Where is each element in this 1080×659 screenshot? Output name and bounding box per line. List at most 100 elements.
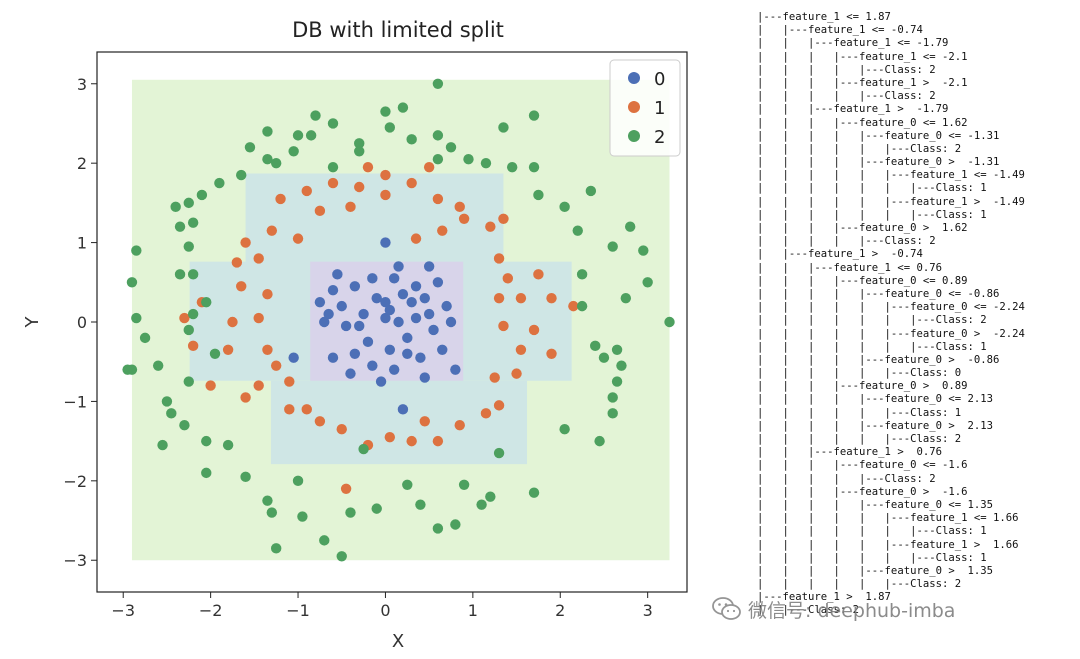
point-class-0: [327, 352, 339, 363]
point-class-0: [380, 237, 391, 248]
point-class-0: [349, 348, 361, 359]
point-class-2: [166, 408, 177, 419]
point-class-1: [489, 372, 500, 383]
point-class-1: [533, 269, 544, 280]
point-class-2: [262, 126, 273, 137]
point-class-2: [506, 161, 518, 173]
point-class-0: [354, 320, 365, 332]
point-class-0: [358, 308, 369, 320]
point-class-1: [423, 161, 435, 173]
point-class-2: [476, 499, 487, 510]
point-class-2: [406, 134, 417, 145]
point-class-0: [327, 285, 339, 296]
point-class-0: [380, 312, 391, 324]
point-class-2: [201, 435, 212, 447]
point-class-2: [638, 245, 649, 256]
point-class-1: [454, 420, 465, 431]
decision-region-class-1: [270, 380, 528, 465]
point-class-1: [266, 225, 278, 236]
point-class-1: [546, 292, 557, 304]
point-class-2: [664, 316, 675, 328]
point-class-1: [454, 201, 465, 213]
point-class-2: [528, 161, 540, 173]
point-class-2: [493, 447, 505, 459]
y-tick-label: 0: [77, 313, 87, 332]
point-class-1: [301, 404, 312, 415]
point-class-1: [236, 281, 247, 292]
point-class-1: [253, 380, 264, 391]
point-class-2: [432, 523, 444, 534]
point-class-2: [528, 110, 540, 121]
point-class-0: [437, 344, 448, 355]
point-class-2: [266, 507, 278, 518]
point-class-1: [227, 316, 238, 328]
point-class-2: [624, 221, 636, 232]
point-class-1: [406, 435, 417, 447]
point-class-0: [319, 316, 330, 328]
point-class-1: [432, 435, 444, 447]
tree-line: | | | | | |---Class: 1: [757, 406, 962, 419]
tree-line: | | | | | | |---Class: 1: [757, 551, 987, 564]
y-tick-label: 3: [77, 75, 87, 94]
point-class-2: [183, 241, 194, 252]
point-class-2: [244, 142, 256, 153]
point-class-2: [384, 122, 396, 133]
tree-line: |---feature_1 > 1.87: [757, 591, 891, 604]
point-class-2: [270, 157, 282, 169]
y-tick-label: −3: [63, 551, 87, 570]
point-class-1: [546, 348, 557, 359]
point-class-1: [437, 225, 448, 236]
point-class-2: [607, 392, 618, 403]
tree-line: | | |---feature_1 > -1.79: [757, 103, 949, 116]
point-class-1: [327, 177, 339, 189]
point-class-2: [174, 221, 186, 232]
point-class-2: [292, 475, 304, 487]
point-class-2: [380, 106, 391, 117]
point-class-2: [187, 217, 199, 228]
point-class-0: [393, 261, 404, 272]
x-tick-label: 1: [468, 601, 478, 620]
point-class-2: [616, 360, 627, 371]
tree-line: | | | | | |---feature_0 > -2.24: [757, 327, 1025, 340]
point-class-1: [406, 177, 417, 189]
point-class-0: [432, 277, 444, 288]
point-class-2: [209, 348, 221, 359]
point-class-1: [301, 185, 312, 197]
point-class-1: [432, 193, 444, 205]
point-class-2: [170, 201, 181, 213]
watermark-text: 微信号: deephub-imba: [748, 599, 956, 622]
point-class-1: [380, 169, 391, 181]
point-class-1: [515, 344, 527, 355]
point-class-2: [319, 535, 330, 546]
plot-area: [96, 51, 688, 593]
y-tick-label: 1: [77, 234, 87, 253]
legend-marker-0: [628, 72, 640, 84]
y-axis-label: Y: [22, 316, 43, 329]
point-class-2: [201, 296, 212, 308]
point-class-1: [354, 181, 365, 193]
point-class-2: [262, 154, 273, 165]
point-class-0: [349, 281, 361, 292]
point-class-2: [611, 376, 623, 387]
point-class-2: [354, 146, 365, 157]
point-class-2: [607, 241, 618, 252]
point-class-2: [297, 511, 308, 522]
point-class-0: [423, 261, 435, 272]
x-tick-label: −2: [199, 601, 223, 620]
tree-line: | | | | |---feature_0 > -1.31: [757, 156, 1000, 169]
decision-tree-text: |---feature_1 <= 1.87 | |---feature_1 <= …: [757, 11, 1072, 626]
tree-line: | | | |---feature_0 <= 0.89: [757, 274, 968, 287]
point-class-2: [480, 157, 492, 169]
point-class-2: [236, 169, 247, 181]
point-class-0: [332, 269, 343, 280]
point-class-2: [327, 161, 339, 173]
tree-line: | | | |---feature_0 > 0.89: [757, 380, 968, 393]
point-class-2: [270, 543, 282, 554]
legend-label-0: 0: [654, 69, 665, 90]
point-class-1: [458, 213, 470, 224]
point-class-1: [314, 416, 326, 427]
point-class-1: [187, 340, 199, 352]
point-class-2: [288, 146, 299, 157]
point-class-0: [402, 348, 413, 359]
point-class-0: [375, 376, 387, 387]
